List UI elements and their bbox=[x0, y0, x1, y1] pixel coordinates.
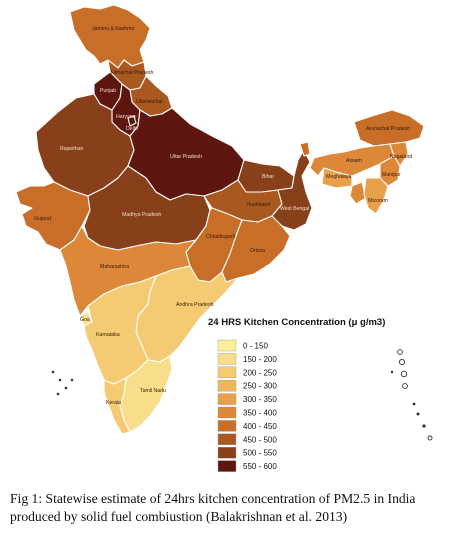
legend-swatch-7 bbox=[217, 433, 237, 445]
caption-line-2: produced by solid fuel combiustion (Bala… bbox=[10, 509, 348, 524]
state-label-dl: Delhi bbox=[126, 126, 138, 132]
map-svg: Jammu & Kashmir Himachal Pradesh Punjab … bbox=[15, 4, 433, 472]
legend-label-0: 0 - 150 bbox=[243, 342, 268, 351]
islands bbox=[51, 349, 433, 441]
lakshadweep-island-2 bbox=[58, 378, 62, 382]
state-label-wb: West Bengal bbox=[280, 206, 309, 212]
lakshadweep-island-5 bbox=[56, 392, 60, 396]
state-label-ml: Meghalaya bbox=[326, 174, 351, 180]
state-label-or: Orissa bbox=[250, 248, 265, 254]
lakshadweep-island-4 bbox=[70, 378, 74, 382]
andaman-island-3 bbox=[400, 370, 408, 378]
state-label-as: Assam bbox=[346, 158, 362, 164]
legend-label-6: 400 - 450 bbox=[243, 422, 277, 431]
legend-swatch-4 bbox=[217, 393, 237, 405]
legend-label-1: 150 - 200 bbox=[243, 355, 277, 364]
legend-swatch-6 bbox=[217, 420, 237, 432]
legend-swatch-3 bbox=[217, 380, 237, 392]
andaman-island-4 bbox=[402, 383, 408, 389]
state-label-mz: Mizoram bbox=[368, 198, 388, 204]
state-label-uk: Uttaranchal bbox=[136, 99, 163, 105]
lakshadweep-island-1 bbox=[51, 370, 55, 374]
state-kl bbox=[103, 377, 131, 435]
state-label-hp: Himachal Pradesh bbox=[111, 70, 153, 76]
state-label-cg: Chhattisgarh bbox=[206, 234, 236, 240]
legend-swatch-2 bbox=[217, 366, 237, 378]
figure-caption: Fig 1: Statewise estimate of 24hrs kitch… bbox=[10, 490, 470, 526]
state-label-up: Uttar Pradesh bbox=[170, 154, 202, 160]
state-nl bbox=[389, 141, 409, 167]
legend-swatch-9 bbox=[217, 460, 237, 472]
state-dl bbox=[127, 115, 137, 127]
state-label-tn: Tamil Nadu bbox=[140, 388, 166, 394]
caption-line-1: Fig 1: Statewise estimate of 24hrs kitch… bbox=[10, 491, 416, 506]
state-label-br: Bihar bbox=[262, 174, 274, 180]
legend-label-4: 300 - 350 bbox=[243, 395, 277, 404]
nicobar-island-3 bbox=[422, 424, 426, 428]
legend-swatch-1 bbox=[217, 353, 237, 365]
nicobar-island-2 bbox=[416, 412, 420, 416]
state-label-rj: Rajasthan bbox=[60, 146, 83, 152]
state-label-hr: Haryana bbox=[116, 114, 136, 120]
legend-label-8: 500 - 550 bbox=[243, 449, 277, 458]
nicobar-island-4 bbox=[427, 435, 433, 441]
state-tr bbox=[349, 181, 367, 205]
state-label-jk: Jammu & Kashmir bbox=[92, 26, 135, 32]
andaman-island-2 bbox=[398, 358, 406, 366]
state-shapes bbox=[15, 4, 425, 435]
legend-swatch-5 bbox=[217, 406, 237, 419]
nicobar-island-1 bbox=[412, 402, 416, 406]
state-label-mp: Madhya Pradesh bbox=[122, 212, 161, 218]
andaman-island-5 bbox=[390, 370, 394, 374]
state-label-mn: Manipur bbox=[382, 172, 401, 178]
india-choropleth-map: Jammu & Kashmir Himachal Pradesh Punjab … bbox=[15, 4, 433, 472]
state-label-ga: Goa bbox=[80, 317, 90, 323]
andaman-island-1 bbox=[397, 349, 403, 355]
lakshadweep-island-3 bbox=[64, 386, 68, 390]
state-label-mh: Maharashtra bbox=[100, 264, 129, 270]
state-wb bbox=[271, 149, 313, 231]
state-sk bbox=[299, 141, 311, 157]
state-label-ka: Karnataka bbox=[96, 332, 120, 338]
legend-label-2: 200 - 250 bbox=[243, 368, 277, 377]
legend-label-3: 250 - 300 bbox=[243, 382, 277, 391]
state-label-pb: Punjab bbox=[100, 88, 116, 94]
legend-label-9: 550 - 600 bbox=[243, 462, 277, 471]
state-mz bbox=[363, 177, 389, 215]
state-label-ar: Arunachal Pradesh bbox=[366, 126, 410, 132]
legend-label-7: 450 - 500 bbox=[243, 435, 277, 444]
legend-swatch-8 bbox=[217, 447, 237, 459]
legend-items: 0 - 150 150 - 200 200 - 250 250 - 300 300 - … bbox=[217, 339, 277, 472]
legend-swatch-0 bbox=[217, 339, 237, 352]
legend-title: 24 HRS Kitchen Concentration (μ g/m3) bbox=[208, 317, 385, 328]
state-label-jh: Jharkhand bbox=[246, 202, 270, 208]
state-ar bbox=[353, 109, 425, 147]
state-labels: Jammu & Kashmir Himachal Pradesh Punjab … bbox=[34, 26, 412, 406]
state-label-nl: Nagaland bbox=[390, 154, 412, 160]
legend-label-5: 350 - 400 bbox=[243, 409, 277, 418]
map-legend: 24 HRS Kitchen Concentration (μ g/m3) 0 … bbox=[208, 317, 385, 472]
state-label-gj: Gujarat bbox=[34, 216, 52, 222]
state-label-kl: Kerala bbox=[106, 400, 121, 406]
state-jk bbox=[69, 4, 151, 69]
state-label-ap: Andhra Pradesh bbox=[176, 302, 214, 308]
